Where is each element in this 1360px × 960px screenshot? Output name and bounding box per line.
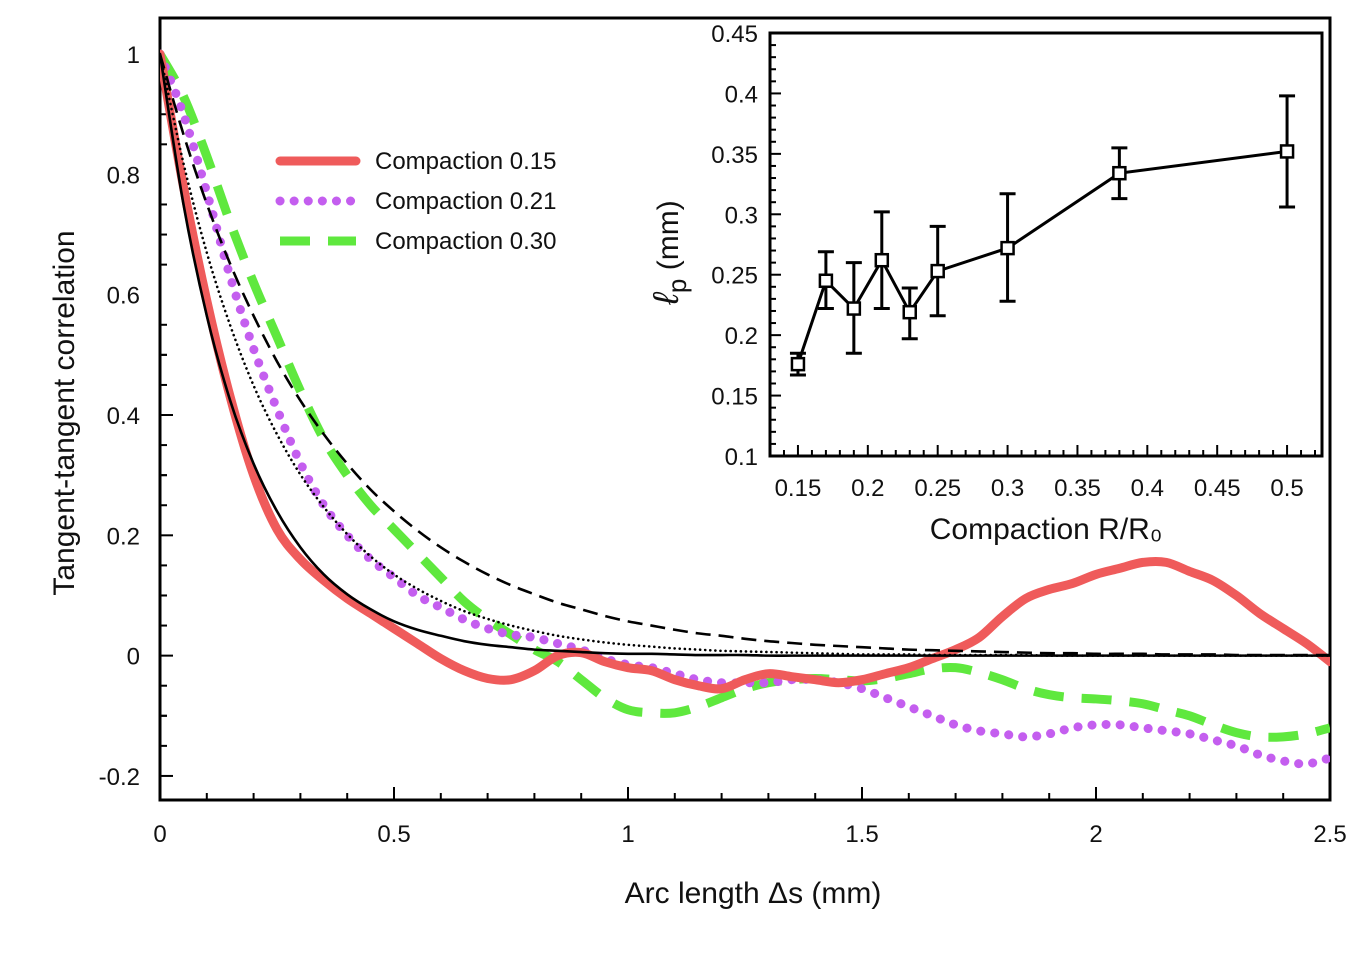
legend-label: Compaction 0.30 [375,228,556,255]
inset-x-tick-label: 0.4 [1131,475,1164,502]
data-point-marker [846,301,862,316]
inset-x-tick-label: 0.35 [1054,475,1101,502]
series-line-compaction-0-30 [160,51,1330,742]
inset-y-tick-label: 0.1 [725,444,758,471]
x-tick-label: 2.5 [1313,821,1346,848]
legend: Compaction 0.15 Compaction 0.21 Compaction… [275,148,556,255]
x-tick-label: 0 [153,821,166,848]
inset-y-tick-label: 0.35 [711,142,758,169]
inset-y-tick-label: 0.15 [711,384,758,411]
y-tick-label: -0.2 [99,764,140,791]
legend-label: Compaction 0.21 [375,188,556,215]
series-line-fit-dashed [160,53,1330,657]
x-tick-label: 1.5 [845,821,878,848]
inset-x-tick-label: 0.15 [775,475,822,502]
inset-y-subscript: p [662,279,692,293]
y-tick-label: 0.4 [107,403,140,430]
y-tick-label: 0 [127,644,140,671]
inset-y-tick-label: 0.4 [725,81,758,108]
legend-label: Compaction 0.15 [375,148,556,175]
y-axis-title: Tangent-tangent correlation [48,230,81,595]
series-group [160,49,1330,769]
main-plot: 0 0.5 1 1.5 2 2.5 -0.2 0 0.2 0.4 0.6 0.8 1 Arc length… [48,16,1347,910]
inset-x-tick-label: 0.45 [1194,475,1241,502]
inset-x-axis-title: Compaction R/R₀ [930,513,1163,546]
inset-x-tick-label: 0.25 [914,475,961,502]
y-tick-label: 1 [127,42,140,69]
data-point-marker [1279,144,1295,159]
inset-x-tick-label: 0.5 [1270,475,1303,502]
x-axis-title: Arc length Δs (mm) [625,877,882,910]
data-point-marker [902,304,917,320]
inset-y-unit: (mm) [652,200,685,278]
inset-y-tick-label: 0.2 [725,323,758,350]
inset-y-tick-label: 0.45 [711,21,758,48]
x-tick-label: 1 [621,821,634,848]
inset-y-tick-label: 0.3 [725,202,758,229]
y-tick-label: 0.6 [107,283,140,310]
inset-frame [768,31,1324,458]
inset-y-tick-label: 0.25 [711,263,758,290]
inset-plot: 0.15 0.2 0.25 0.3 0.35 0.4 0.45 0.5 0.1 0.15 0.2 0.… [645,21,1328,546]
x-tick-label: 0.5 [377,821,410,848]
inset-x-tick-label: 0.2 [851,475,884,502]
series-line-fit-dotted [160,52,1330,657]
data-point-marker [930,263,945,279]
series-line-compaction-0-15 [160,49,1330,694]
data-point-marker [818,273,834,289]
inset-y-symbol: ℓ [645,291,686,306]
data-point-marker [874,252,890,268]
series-line-fit-solid [160,52,1330,657]
data-point-marker [790,356,806,372]
data-point-marker [1112,165,1127,181]
inset-x-tick-label: 0.3 [991,475,1024,502]
y-tick-label: 0.2 [107,523,140,550]
y-tick-label: 0.8 [107,162,140,189]
inset-background [764,27,1328,462]
data-point-marker [1000,240,1015,256]
inset-y-axis-title: ℓp (mm) [645,200,692,305]
x-tick-label: 2 [1089,821,1102,848]
plot-frame [158,16,1332,802]
